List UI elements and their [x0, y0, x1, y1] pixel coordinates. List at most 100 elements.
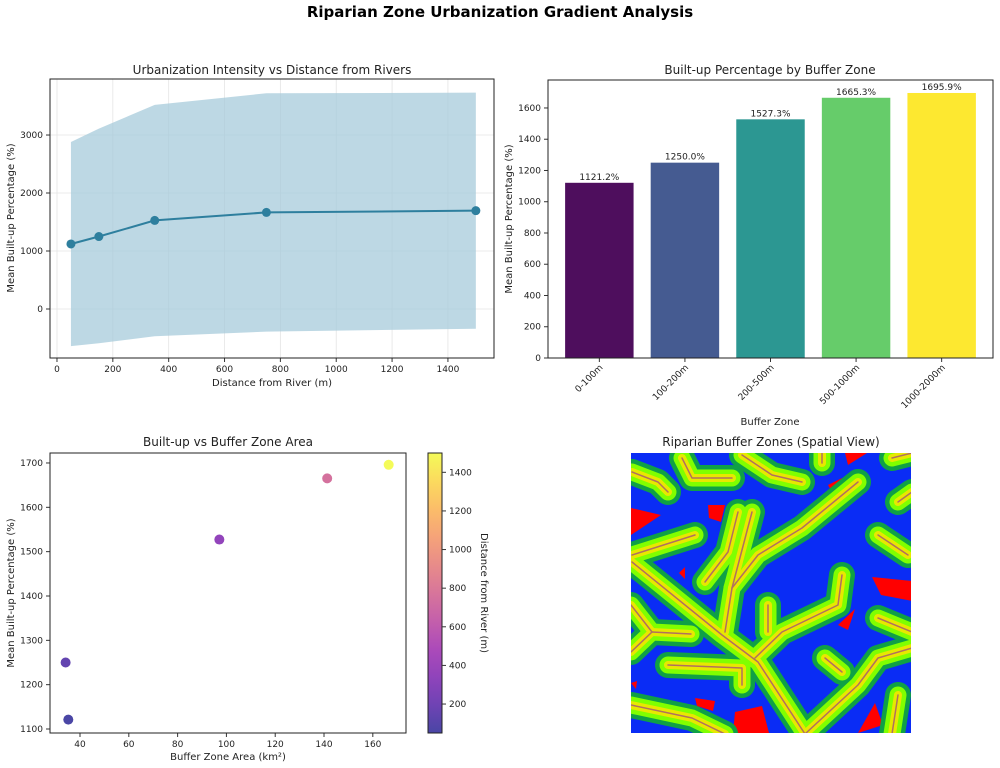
- y-tick-label: 1200: [518, 166, 541, 176]
- bar-value-label: 1250.0%: [665, 153, 705, 163]
- y-tick-label: 1000: [518, 198, 541, 208]
- river-line: [631, 561, 806, 733]
- spatial-map-title: Riparian Buffer Zones (Spatial View): [662, 435, 880, 449]
- y-tick-label: 1600: [518, 104, 541, 114]
- x-tick-label: 100-200m: [651, 363, 691, 403]
- y-tick-label: 1500: [20, 548, 43, 558]
- bar-chart-ylabel: Mean Built-up Percentage (%): [504, 144, 515, 293]
- x-tick-label: 120: [267, 740, 284, 750]
- river-line: [877, 617, 911, 633]
- y-tick-label: 1100: [20, 725, 43, 735]
- scatter-point: [63, 714, 74, 725]
- river-line: [631, 534, 696, 556]
- colorbar-tick-label: 1400: [449, 468, 472, 478]
- bar: [565, 182, 634, 358]
- x-tick-label: 400: [160, 365, 177, 375]
- x-tick-label: 600: [216, 365, 233, 375]
- figure-title: Riparian Zone Urbanization Gradient Anal…: [306, 3, 694, 21]
- river-line: [877, 534, 909, 556]
- colorbar-label: Distance from River (m): [478, 533, 489, 653]
- data-point: [261, 207, 271, 217]
- bar: [650, 162, 720, 358]
- scatter-chart-title: Built-up vs Buffer Zone Area: [143, 435, 313, 449]
- x-tick-label: 40: [74, 740, 86, 750]
- bar: [821, 97, 891, 358]
- std-band: [70, 92, 476, 347]
- line-chart-ylabel: Mean Built-up Percentage (%): [6, 143, 17, 292]
- x-tick-label: 1000: [325, 365, 348, 375]
- river-line: [681, 457, 733, 479]
- scatter-point: [383, 459, 394, 470]
- bar-chart-title: Built-up Percentage by Buffer Zone: [664, 63, 875, 77]
- x-tick-label: 1400: [436, 365, 459, 375]
- y-tick-label: 200: [524, 323, 541, 333]
- data-point: [471, 206, 481, 216]
- x-tick-label: 200: [104, 365, 121, 375]
- buffer-zone-map: [631, 453, 911, 733]
- x-tick-label: 1200: [381, 365, 404, 375]
- y-tick-label: 2000: [20, 189, 43, 199]
- bar-chart-xlabel: Buffer Zone: [741, 417, 800, 428]
- river-line: [891, 694, 899, 733]
- x-tick-label: 140: [315, 740, 332, 750]
- y-tick-label: 800: [524, 229, 541, 239]
- river-network: [631, 453, 911, 733]
- scatter-point: [214, 534, 225, 545]
- colorbar-tick-label: 600: [449, 623, 466, 633]
- x-tick-label: 60: [123, 740, 135, 750]
- line-chart-title: Urbanization Intensity vs Distance from …: [133, 63, 412, 77]
- scatter-chart-panel: Built-up vs Buffer Zone Area Buffer Zone…: [6, 435, 489, 763]
- axes-frame: [49, 452, 407, 734]
- y-tick-label: 3000: [20, 131, 43, 141]
- data-point: [94, 232, 104, 242]
- y-tick-label: 0: [37, 305, 43, 315]
- scatter-point: [60, 657, 71, 668]
- river-line: [891, 453, 911, 459]
- river-line: [704, 511, 739, 583]
- river-line: [754, 574, 843, 659]
- axes-frame: [49, 78, 495, 359]
- y-tick-label: 1600: [20, 503, 43, 513]
- y-tick-label: 0: [535, 354, 541, 364]
- river-line: [651, 631, 692, 635]
- y-tick-label: 600: [524, 260, 541, 270]
- x-tick-label: 0: [54, 365, 60, 375]
- spatial-map-panel: Riparian Buffer Zones (Spatial View): [631, 435, 911, 733]
- river-line: [667, 664, 743, 686]
- river-line: [631, 704, 725, 733]
- colorbar: [427, 452, 443, 734]
- x-tick-label: 1000-2000m: [900, 363, 948, 411]
- colorbar-tick-label: 800: [449, 584, 466, 594]
- bar-chart-panel: Built-up Percentage by Buffer Zone Buffe…: [504, 63, 994, 428]
- x-tick-label: 80: [172, 740, 184, 750]
- bar-value-label: 1665.3%: [836, 88, 876, 98]
- y-tick-label: 1700: [20, 459, 43, 469]
- colorbar-tick-label: 400: [449, 661, 466, 671]
- y-tick-label: 1000: [20, 247, 43, 257]
- river-line: [804, 647, 911, 733]
- river-line: [631, 471, 669, 493]
- y-tick-label: 1400: [518, 135, 541, 145]
- x-tick-label: 800: [272, 365, 289, 375]
- river-line: [731, 511, 753, 589]
- x-tick-label: 160: [364, 740, 381, 750]
- data-point: [66, 239, 76, 249]
- data-point: [150, 215, 160, 225]
- scatter-chart-ylabel: Mean Built-up Percentage (%): [6, 518, 17, 667]
- colorbar-tick-label: 200: [449, 700, 466, 710]
- colorbar-tick-label: 1000: [449, 546, 472, 556]
- built-up-patches: [631, 453, 911, 733]
- colorbar-tick-label: 1200: [449, 507, 472, 517]
- y-tick-label: 1400: [20, 592, 43, 602]
- x-tick-label: 500-1000m: [818, 363, 862, 407]
- river-line: [724, 481, 859, 633]
- river-line: [897, 491, 911, 503]
- line-chart-xlabel: Distance from River (m): [212, 378, 332, 389]
- x-tick-label: 100: [218, 740, 235, 750]
- scatter-chart-xlabel: Buffer Zone Area (km²): [170, 752, 286, 763]
- x-tick-label: 0-100m: [574, 363, 606, 395]
- line-chart-panel: Urbanization Intensity vs Distance from …: [6, 63, 495, 389]
- bar: [907, 92, 976, 358]
- river-line: [824, 657, 843, 673]
